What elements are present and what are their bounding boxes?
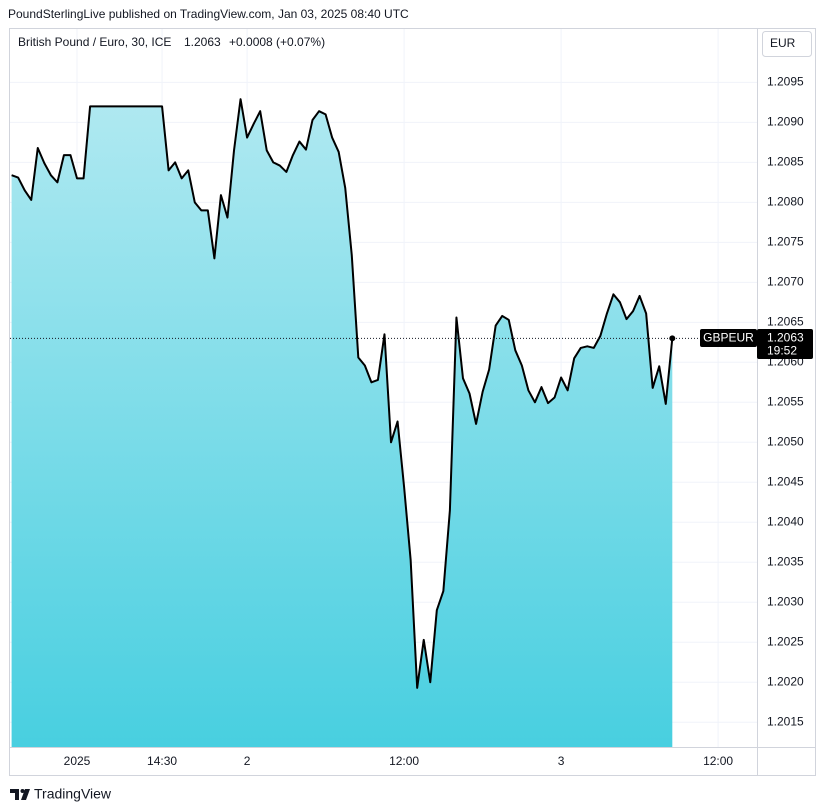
logo: TradingView (10, 786, 112, 802)
price-line (11, 98, 674, 689)
y-tick-label: 1.2080 (767, 195, 804, 209)
symbol: GBPEUR (703, 331, 754, 345)
last-price: 1.2063 (767, 331, 804, 345)
y-tick-label: 1.2095 (767, 75, 804, 89)
header: PoundSterlingLive published on TradingVi… (8, 7, 409, 21)
y-tick-label: 1.2045 (767, 474, 804, 488)
legend-change: +0.0008 (+0.07%) (229, 35, 325, 49)
price-box (757, 329, 813, 359)
y-tick-label: 1.2090 (767, 115, 804, 129)
y-tick-label: 1.2020 (767, 674, 804, 688)
logo-dot (20, 789, 25, 793)
x-tick-label: 14:30 (147, 754, 177, 768)
last-point (669, 335, 676, 342)
logo-mark (10, 789, 30, 800)
area-fill (11, 99, 673, 748)
currency-box[interactable] (762, 31, 812, 57)
y-tick-label: 1.2040 (767, 514, 804, 528)
y-tick-label: 1.2050 (767, 434, 804, 448)
symbol-box (700, 329, 757, 347)
y-tick-label: 1.2085 (767, 155, 804, 169)
frame (9, 28, 816, 776)
x-tick-label: 3 (558, 754, 565, 768)
y-tick-label: 1.2065 (767, 314, 804, 328)
y-tick-label: 1.2015 (767, 714, 804, 728)
countdown: 19:52 (767, 344, 797, 358)
legend-name: British Pound / Euro, 30, ICE (18, 35, 171, 49)
y-tick-label: 1.2075 (767, 235, 804, 249)
y-tick-label: 1.2055 (767, 394, 804, 408)
footer: TradingView (34, 786, 112, 802)
currency[interactable]: EUR (770, 36, 796, 50)
y-tick-label: 1.2025 (767, 634, 804, 648)
legend-price: 1.2063 (184, 35, 221, 49)
x-tick-label: 12:00 (703, 754, 733, 768)
price-label: GBPEUR 1.2063 19:52 (700, 329, 813, 359)
x-tick-label: 2 (244, 754, 251, 768)
x-tick-label: 2025 (64, 754, 91, 768)
y-tick-label: 1.2030 (767, 594, 804, 608)
y-tick-label: 1.2070 (767, 275, 804, 289)
x-tick-label: 12:00 (389, 754, 419, 768)
y-tick-label: 1.2035 (767, 554, 804, 568)
